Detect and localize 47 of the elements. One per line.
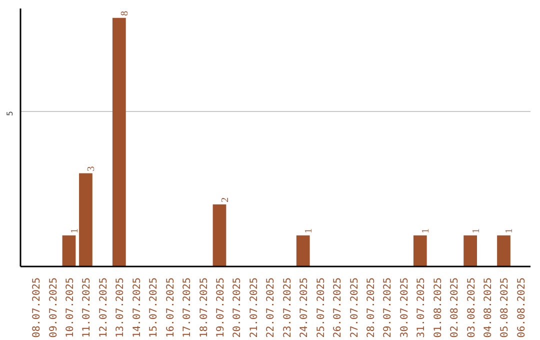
x-tick-label: 26.07.2025	[332, 277, 344, 338]
bar	[112, 18, 126, 266]
y-tick-label: 5	[6, 110, 14, 116]
x-tick-label: 25.07.2025	[316, 277, 327, 338]
x-tick-label: 09.07.2025	[48, 277, 60, 338]
bar	[212, 204, 226, 266]
bar	[62, 235, 76, 266]
x-tick-label: 27.07.2025	[349, 277, 360, 338]
data-label: 1	[304, 228, 315, 234]
bar	[497, 235, 510, 266]
x-tick-label: 24.07.2025	[299, 277, 310, 338]
x-tick-label: 17.07.2025	[182, 277, 194, 338]
x-tick-label: 02.08.2025	[450, 277, 461, 338]
x-tick-label: 31.07.2025	[416, 277, 428, 338]
x-tick-label: 13.07.2025	[115, 277, 126, 338]
x-tick-label: 19.07.2025	[215, 277, 226, 338]
x-tick-label: 22.07.2025	[266, 277, 277, 338]
data-label: 1	[470, 228, 482, 234]
bar	[79, 173, 92, 266]
x-tick-label: 04.08.2025	[483, 277, 494, 338]
data-label: 1	[504, 228, 516, 234]
x-tick-label: 12.07.2025	[98, 277, 110, 338]
bar	[296, 235, 310, 266]
x-tick-label: 18.07.2025	[198, 277, 210, 338]
x-tick-label: 01.08.2025	[432, 277, 444, 338]
x-tick-label: 15.07.2025	[148, 277, 160, 338]
data-label: 2	[220, 197, 231, 202]
x-tick-label: 21.07.2025	[248, 277, 260, 338]
x-tick-label: 16.07.2025	[165, 277, 176, 338]
x-tick-label: 28.07.2025	[366, 277, 377, 338]
data-label: 8	[120, 10, 131, 16]
bar	[413, 235, 427, 266]
x-tick-label: 05.08.2025	[500, 277, 511, 338]
x-tick-label: 14.07.2025	[132, 277, 143, 338]
x-tick-label: 06.08.2025	[516, 277, 528, 338]
data-label: 1	[69, 228, 80, 234]
data-label: 1	[420, 228, 432, 234]
bar	[464, 235, 477, 266]
x-tick-label: 23.07.2025	[282, 277, 294, 338]
x-tick-label: 11.07.2025	[82, 277, 93, 338]
x-tick-label: 29.07.2025	[382, 277, 394, 338]
x-tick-label: 03.08.2025	[466, 277, 478, 338]
x-tick-label: 10.07.2025	[64, 277, 76, 338]
data-label: 3	[86, 166, 98, 172]
x-tick-label: 30.07.2025	[399, 277, 410, 338]
x-tick-label: 08.07.2025	[32, 277, 43, 338]
x-tick-label: 20.07.2025	[232, 277, 244, 338]
